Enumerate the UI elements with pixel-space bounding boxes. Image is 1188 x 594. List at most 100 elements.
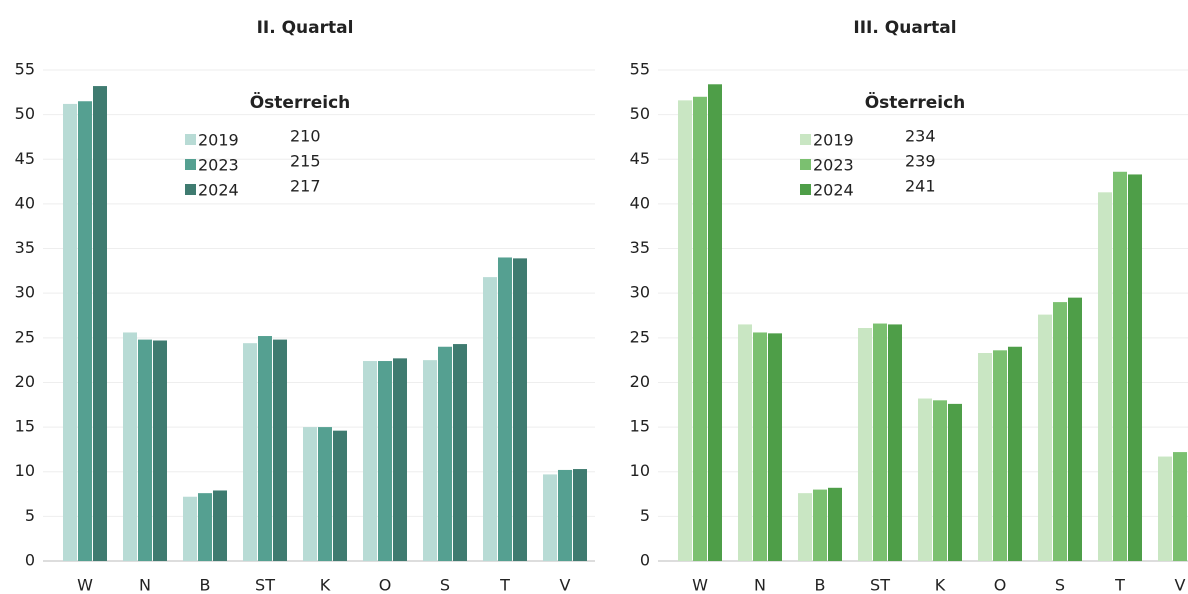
bar <box>858 327 872 561</box>
bar <box>1158 456 1172 561</box>
bar <box>453 344 467 561</box>
y-tick-label: 25 <box>630 327 650 346</box>
legend-total: 239 <box>905 152 936 171</box>
x-tick-label: S <box>440 576 450 594</box>
bar <box>318 427 332 561</box>
bar <box>243 343 257 561</box>
bar <box>123 332 137 561</box>
bar <box>1128 174 1142 561</box>
legend-label: 2019 <box>813 131 854 150</box>
legend-total: 215 <box>290 152 321 171</box>
bar <box>873 323 887 561</box>
y-tick-label: 55 <box>15 60 35 79</box>
bar <box>558 469 572 561</box>
bar <box>678 100 692 562</box>
bar <box>1068 297 1082 561</box>
x-tick-label: O <box>379 576 392 594</box>
y-tick-label: 0 <box>640 551 650 570</box>
bar <box>303 427 317 561</box>
bar <box>1113 171 1127 561</box>
bar <box>498 257 512 561</box>
y-tick-label: 0 <box>25 551 35 570</box>
bar <box>918 398 932 561</box>
y-tick-label: 20 <box>15 372 35 391</box>
x-tick-label: K <box>935 576 946 594</box>
chart-title: III. Quartal <box>853 18 956 38</box>
legend-total: 241 <box>905 177 936 196</box>
y-tick-label: 50 <box>15 104 35 123</box>
bar <box>378 361 392 561</box>
bar <box>183 496 197 561</box>
bar <box>693 96 707 562</box>
bar <box>978 352 992 561</box>
x-tick-label: S <box>1055 576 1065 594</box>
x-tick-label: N <box>139 576 151 594</box>
bar <box>573 469 587 561</box>
bar <box>1008 346 1022 561</box>
legend-swatch <box>185 134 196 145</box>
y-tick-label: 10 <box>15 461 35 480</box>
legend-label: 2024 <box>813 181 854 200</box>
bar <box>828 487 842 561</box>
bar <box>93 86 107 561</box>
legend-label: 2019 <box>198 131 239 150</box>
bar <box>513 258 527 561</box>
y-tick-label: 5 <box>640 506 650 525</box>
y-tick-label: 30 <box>15 283 35 302</box>
legend-swatch <box>800 159 811 170</box>
y-tick-label: 45 <box>630 149 650 168</box>
legend-label: 2023 <box>813 156 854 175</box>
x-tick-label: T <box>499 576 510 594</box>
y-tick-label: 45 <box>15 149 35 168</box>
bar <box>543 474 557 561</box>
bar <box>933 400 947 561</box>
bar <box>1098 192 1112 561</box>
bar <box>138 339 152 561</box>
bar <box>438 346 452 561</box>
bar <box>948 403 962 561</box>
y-tick-label: 40 <box>630 193 650 212</box>
y-tick-label: 15 <box>15 417 35 436</box>
legend-swatch <box>800 134 811 145</box>
bar <box>363 361 377 561</box>
bar <box>813 489 827 561</box>
bar <box>993 350 1007 561</box>
y-tick-label: 15 <box>630 417 650 436</box>
x-tick-label: V <box>560 576 571 594</box>
y-tick-label: 50 <box>630 104 650 123</box>
legend-total: 217 <box>290 177 321 196</box>
x-tick-label: W <box>692 576 708 594</box>
bar <box>273 339 287 561</box>
y-tick-label: 35 <box>630 238 650 257</box>
legend-label: 2024 <box>198 181 239 200</box>
x-tick-label: K <box>320 576 331 594</box>
bar <box>738 324 752 561</box>
bar <box>213 490 227 561</box>
x-tick-label: B <box>815 576 826 594</box>
bar <box>1053 302 1067 561</box>
bar <box>198 493 212 561</box>
legend-swatch <box>185 184 196 195</box>
bar <box>78 101 92 561</box>
chart-title: II. Quartal <box>257 18 354 38</box>
x-tick-label: B <box>200 576 211 594</box>
legend-label: 2023 <box>198 156 239 175</box>
x-tick-label: O <box>994 576 1007 594</box>
legend-title: Österreich <box>865 91 966 113</box>
legend-title: Österreich <box>250 91 351 113</box>
y-tick-label: 10 <box>630 461 650 480</box>
legend-total: 234 <box>905 127 936 146</box>
bar <box>708 84 722 562</box>
bar <box>1038 314 1052 561</box>
y-tick-label: 40 <box>15 193 35 212</box>
bar <box>1173 452 1187 561</box>
y-tick-label: 55 <box>630 60 650 79</box>
bar <box>153 340 167 561</box>
bar <box>333 430 347 561</box>
bar <box>423 360 437 561</box>
legend-swatch <box>185 159 196 170</box>
y-tick-label: 20 <box>630 372 650 391</box>
x-tick-label: N <box>754 576 766 594</box>
y-tick-label: 30 <box>630 283 650 302</box>
